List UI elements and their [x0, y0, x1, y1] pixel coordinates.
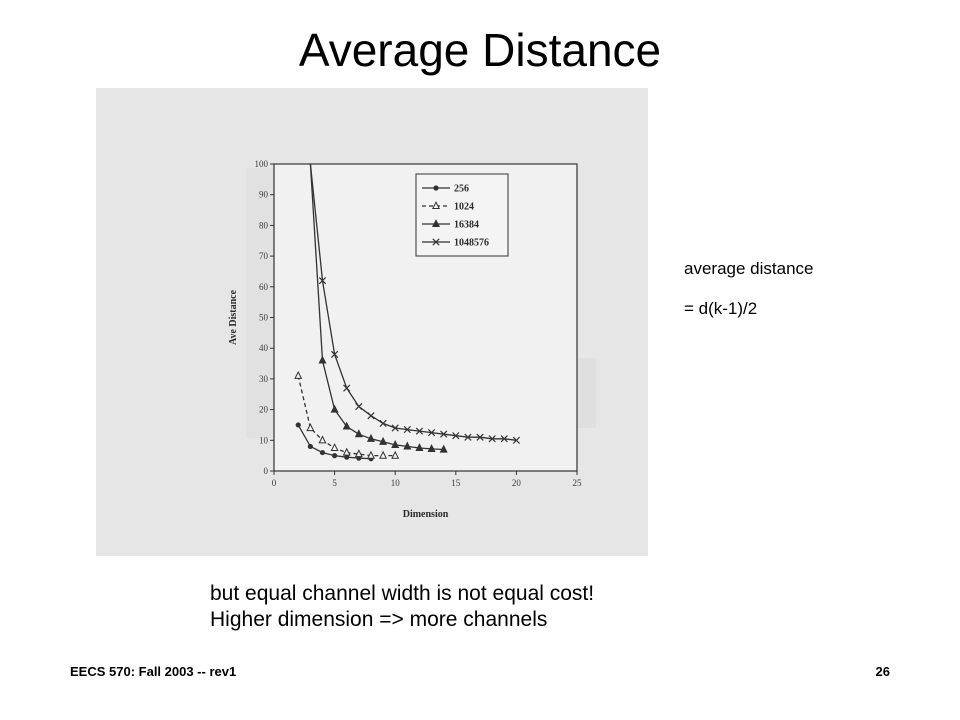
y-tick-label: 80 [259, 220, 269, 230]
series-point-4 [415, 427, 424, 435]
series-point-4 [318, 277, 327, 285]
series-point-4 [343, 384, 351, 392]
series-point-3 [391, 439, 400, 448]
series-point-1 [344, 454, 350, 460]
x-tick-label: 25 [573, 478, 583, 488]
series-point-4 [355, 402, 363, 411]
y-tick-label: 60 [259, 282, 269, 292]
series-point-3 [342, 421, 351, 430]
series-point-4 [379, 419, 387, 428]
y-tick-label: 10 [259, 435, 269, 445]
series-point-3 [439, 444, 448, 453]
series-point-4 [464, 433, 472, 441]
series-point-3 [318, 355, 327, 364]
series-point-4 [403, 425, 411, 434]
x-tick-label: 0 [272, 478, 277, 488]
legend-label-3: 16384 [454, 220, 479, 231]
y-tick-label: 20 [259, 405, 269, 415]
series-point-1 [319, 449, 326, 456]
series-point-4 [440, 430, 448, 438]
caption-line-1: but equal channel width is not equal cos… [210, 582, 595, 605]
legend-label-2: 1024 [454, 202, 474, 213]
series-point-4 [367, 412, 375, 420]
series-point-4 [427, 429, 436, 437]
y-tick-label: 90 [259, 190, 269, 200]
series-point-2 [294, 370, 303, 379]
series-point-4 [500, 435, 508, 443]
series-point-3 [379, 436, 388, 445]
side-note-line-2: = d(k-1)/2 [684, 299, 758, 318]
y-tick-label: 0 [264, 466, 269, 476]
series-point-2 [342, 447, 351, 456]
legend-marker-2 [431, 201, 441, 210]
x-tick-label: 20 [512, 478, 522, 488]
page-number: 26 [875, 664, 890, 679]
series-point-4 [476, 433, 484, 441]
x-tick-label: 5 [332, 478, 337, 488]
series-point-4 [330, 350, 339, 358]
series-point-2 [354, 449, 363, 458]
legend-marker-1 [433, 185, 439, 191]
legend-label-4: 1048576 [454, 238, 489, 249]
series-point-4 [452, 432, 460, 440]
slide-title: Average Distance [298, 24, 662, 76]
y-tick-label: 50 [259, 313, 269, 323]
series-point-2 [391, 450, 400, 459]
series-point-1 [295, 422, 301, 428]
side-note: average distance = d(k-1)/2 [684, 258, 813, 338]
series-point-2 [330, 443, 339, 452]
series-line-4 [309, 163, 517, 441]
y-tick-label: 30 [259, 374, 269, 384]
series-point-2 [306, 423, 315, 432]
series-point-3 [415, 443, 424, 452]
series-point-3 [354, 429, 363, 438]
x-axis-label: Dimension [403, 509, 449, 520]
y-tick-label: 70 [259, 251, 269, 261]
series-point-3 [330, 404, 339, 413]
side-note-line-1: average distance [684, 259, 814, 278]
y-axis-label: Ave Distance [228, 289, 239, 345]
caption: but equal channel width is not equal cos… [210, 581, 594, 633]
legend-marker-3 [431, 219, 441, 228]
series-point-2 [379, 450, 388, 459]
chart-figure: 0 10 20 30 40 50 60 70 80 90 100 0 5 10 15 20 25 Dimensio… [96, 88, 648, 556]
footer-course-label: EECS 570: Fall 2003 -- rev1 [70, 664, 237, 679]
series-point-2 [366, 450, 375, 459]
series-point-2 [318, 435, 327, 444]
caption-line-2: Higher dimension => more channels [210, 608, 548, 631]
series-point-1 [332, 453, 338, 459]
series-point-4 [512, 436, 521, 444]
x-tick-label: 10 [391, 478, 401, 488]
average-distance-chart: 0 10 20 30 40 50 60 70 80 90 100 0 5 10 15 20 25 Dimensio… [96, 88, 648, 556]
x-tick-label: 15 [451, 478, 461, 488]
series-point-1 [307, 443, 313, 450]
series-point-3 [427, 443, 436, 452]
legend-label-1: 256 [454, 184, 469, 195]
y-tick-label: 100 [255, 159, 269, 169]
series-point-3 [403, 441, 412, 450]
y-tick-label: 40 [259, 343, 269, 353]
series-point-4 [391, 424, 399, 432]
series-point-4 [488, 435, 496, 443]
legend-marker-4 [432, 238, 440, 246]
series-point-3 [366, 433, 375, 442]
